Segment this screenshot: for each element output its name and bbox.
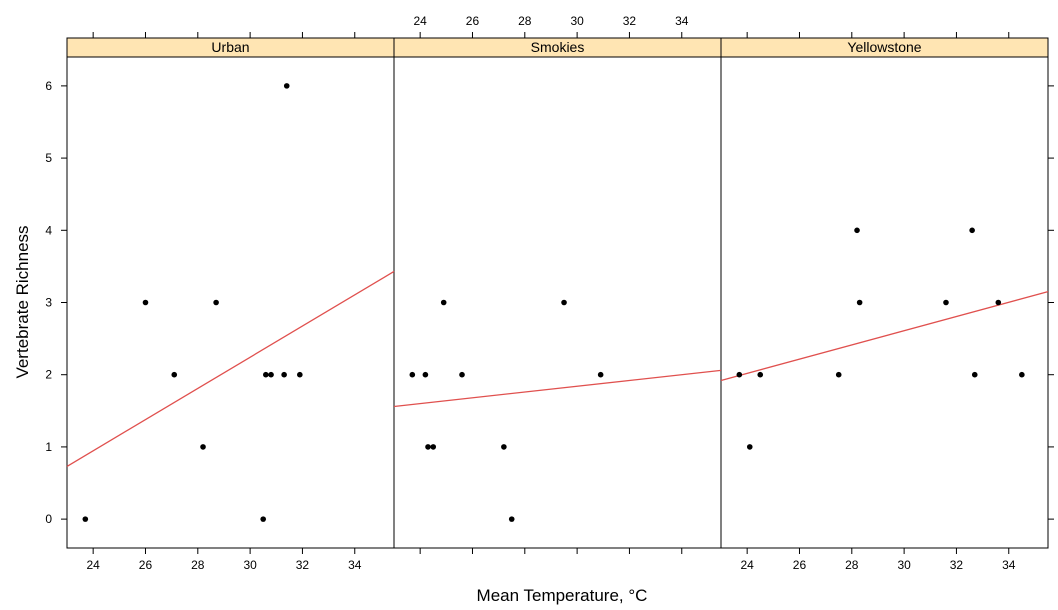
fit-line-yellowstone (720, 291, 1049, 382)
panel-urban (66, 56, 395, 549)
data-point (971, 371, 978, 378)
x-tick-label: 34 (348, 558, 362, 572)
data-point (736, 371, 743, 378)
data-point (297, 371, 303, 378)
data-point (430, 444, 437, 450)
x-tick-label: 28 (518, 14, 532, 28)
y-tick-label: 3 (45, 296, 52, 310)
data-point (856, 299, 863, 306)
x-tick-label: 24 (740, 558, 754, 572)
data-point (440, 299, 447, 306)
x-tick-label: 30 (243, 558, 257, 572)
data-point (213, 299, 219, 306)
x-tick-label: 32 (623, 14, 637, 28)
y-tick-label: 5 (45, 151, 52, 165)
data-point (943, 299, 949, 306)
data-point (597, 371, 604, 378)
data-points (82, 83, 1025, 522)
panel-strips: Urban Smokies Yellowstone (66, 37, 1049, 58)
x-tick-label: 32 (950, 558, 964, 572)
x-tick-label: 24 (413, 14, 427, 28)
data-point (501, 444, 507, 450)
data-point (142, 299, 149, 306)
data-point (82, 516, 89, 522)
y-tick-label: 1 (45, 440, 52, 454)
data-point (281, 371, 287, 378)
x-tick-label: 34 (1002, 558, 1016, 572)
x-tick-label: 26 (139, 558, 153, 572)
data-point (757, 371, 764, 378)
data-point (422, 371, 429, 378)
x-tick-label: 24 (86, 558, 100, 572)
x-tick-label: 34 (675, 14, 689, 28)
x-axis-title: Mean Temperature, °C (477, 586, 648, 605)
x-tick-label: 30 (897, 558, 911, 572)
data-point (260, 516, 267, 522)
data-point (268, 371, 274, 378)
data-point (508, 516, 515, 522)
y-tick-label: 6 (45, 79, 52, 93)
fit-line-urban (66, 270, 395, 467)
y-tick-label: 4 (45, 223, 52, 237)
strip-label-smokies: Smokies (531, 39, 585, 55)
data-point (425, 444, 431, 450)
data-point (561, 299, 567, 306)
fit-lines (66, 270, 1049, 467)
data-point (283, 83, 290, 89)
data-point (459, 371, 465, 378)
data-point (854, 227, 860, 234)
data-point (263, 371, 269, 378)
x-tick-label: 28 (845, 558, 859, 572)
x-tick-label: 30 (570, 14, 584, 28)
x-tick-label: 26 (466, 14, 480, 28)
data-point (969, 227, 975, 234)
data-point (171, 371, 178, 378)
data-point (1019, 371, 1025, 378)
data-point (409, 371, 416, 378)
y-tick-label: 2 (45, 368, 52, 382)
data-point (746, 444, 753, 450)
y-axis-title: Vertebrate Richness (13, 225, 32, 378)
y-tick-label: 0 (45, 512, 52, 526)
x-tick-label: 26 (793, 558, 807, 572)
strip-label-yellowstone: Yellowstone (847, 39, 921, 55)
data-point (200, 444, 206, 450)
data-point (995, 299, 1002, 306)
x-tick-label: 28 (191, 558, 205, 572)
fit-line-smokies (393, 369, 722, 408)
strip-label-urban: Urban (211, 39, 249, 55)
data-point (835, 371, 842, 378)
x-tick-label: 32 (296, 558, 310, 572)
